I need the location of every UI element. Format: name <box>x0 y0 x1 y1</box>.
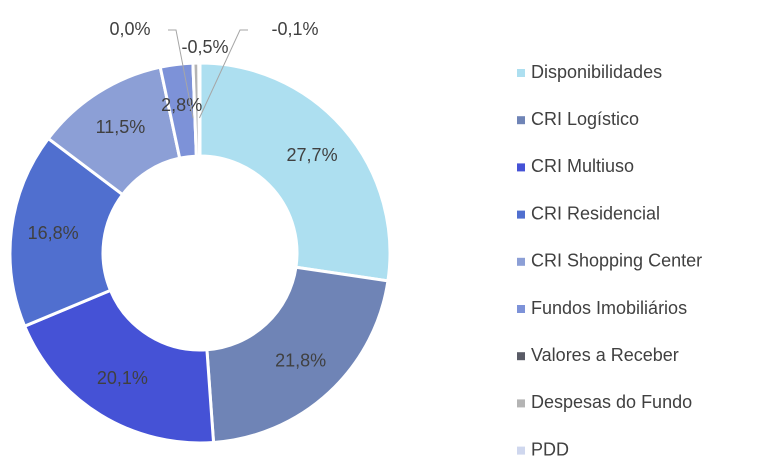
data-label: -0,5% <box>181 37 228 57</box>
data-label: 2,8% <box>161 95 202 115</box>
donut-slice <box>198 61 392 283</box>
legend-swatch <box>517 446 525 455</box>
leader-line <box>198 29 248 119</box>
data-label: 16,8% <box>28 223 79 243</box>
legend-label: CRI Residencial <box>531 203 660 223</box>
leader-line <box>168 29 194 119</box>
data-label: 21,8% <box>275 350 326 370</box>
legend-swatch <box>517 305 525 313</box>
legend-swatch <box>517 257 525 266</box>
legend-swatch <box>517 399 525 408</box>
data-label: 11,5% <box>96 117 146 137</box>
legend-label: Valores a Receber <box>531 345 679 365</box>
legend-swatch <box>517 69 525 77</box>
legend-swatch <box>517 352 525 361</box>
data-label: -0,1% <box>271 19 318 39</box>
data-label: 27,7% <box>287 145 338 165</box>
donut-slice <box>22 288 216 445</box>
data-label: 20,1% <box>97 368 148 388</box>
legend-label: Fundos Imobiliários <box>531 298 687 318</box>
legend-label: CRI Shopping Center <box>531 251 702 271</box>
legend-swatch <box>517 116 525 125</box>
data-label: 0,0% <box>109 19 150 39</box>
legend-label: CRI Multiuso <box>531 156 634 176</box>
legend-label: Disponibilidades <box>531 62 662 82</box>
donut-slice <box>197 61 202 158</box>
legend-label: Despesas do Fundo <box>531 392 692 412</box>
legend-label: PDD <box>531 439 569 459</box>
legend-swatch <box>517 210 525 219</box>
donut-slice <box>8 136 125 329</box>
donut-slice <box>205 265 390 445</box>
legend-swatch <box>517 163 525 172</box>
legend-label: CRI Logístico <box>531 109 639 129</box>
